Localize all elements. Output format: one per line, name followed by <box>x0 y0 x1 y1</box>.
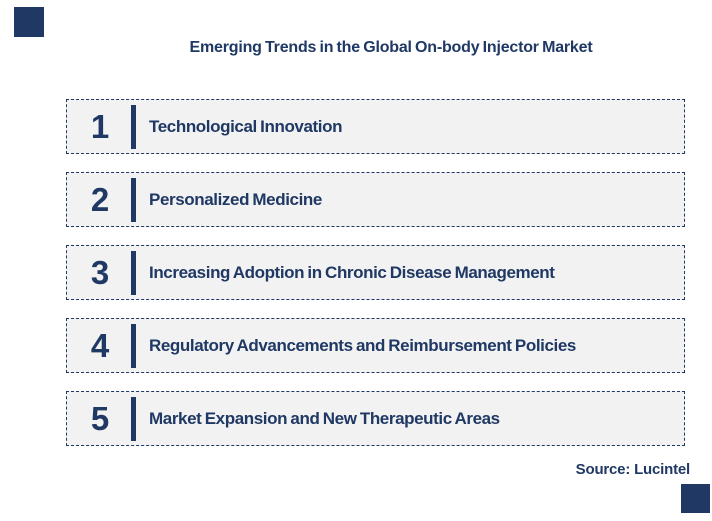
trend-number: 2 <box>90 181 110 218</box>
trend-row: 3 Increasing Adoption in Chronic Disease… <box>66 245 685 300</box>
trend-label: Market Expansion and New Therapeutic Are… <box>149 408 500 428</box>
separator-bar <box>131 250 136 295</box>
page-title: Emerging Trends in the Global On-body In… <box>189 39 593 56</box>
trend-label: Personalized Medicine <box>149 189 322 209</box>
trend-label: Regulatory Advancements and Reimbursemen… <box>149 335 576 355</box>
trend-number: 1 <box>90 108 110 145</box>
separator-bar <box>131 177 136 222</box>
separator-bar <box>131 104 136 149</box>
separator-bar <box>131 396 136 441</box>
source-attribution: Source: Lucintel <box>575 461 691 478</box>
corner-accent-square-top-left <box>14 7 44 37</box>
trend-number: 5 <box>90 400 110 437</box>
trend-row: 1 Technological Innovation <box>66 99 685 154</box>
trend-row: 4 Regulatory Advancements and Reimbursem… <box>66 318 685 373</box>
separator-bar <box>131 323 136 368</box>
corner-accent-square-bottom-right <box>681 484 710 513</box>
trend-label: Technological Innovation <box>149 116 343 136</box>
trend-list: 1 Technological Innovation 2 Personalize… <box>66 99 685 446</box>
trend-number: 4 <box>90 327 110 364</box>
trend-row: 2 Personalized Medicine <box>66 172 685 227</box>
trend-number: 3 <box>90 254 110 291</box>
trend-row: 5 Market Expansion and New Therapeutic A… <box>66 391 685 446</box>
trend-label: Increasing Adoption in Chronic Disease M… <box>149 262 555 282</box>
